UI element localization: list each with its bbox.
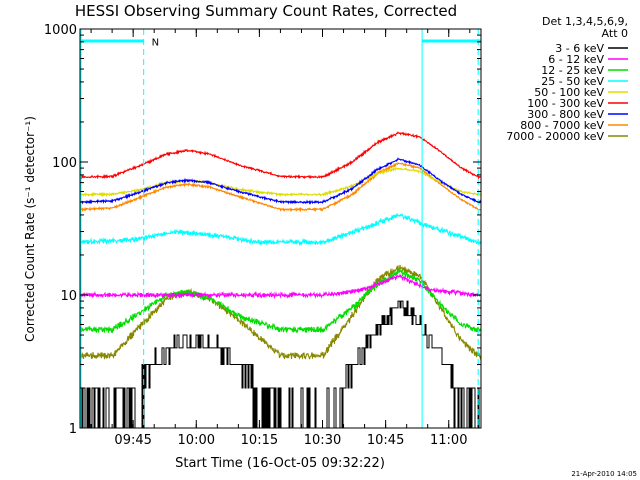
x-tick-label-1015: 10:15 <box>241 433 278 448</box>
legend-header-1: Det 1,3,4,5,6,9, <box>542 15 628 28</box>
plot-area: N <box>80 29 482 429</box>
legend-label-100-300-kev: 100 - 300 keV <box>527 97 604 110</box>
y-axis-label: Corrected Count Rate (s⁻¹ detector⁻¹) <box>23 116 37 342</box>
x-tick-label-1100: 11:00 <box>430 433 467 448</box>
y-tick-label-1000: 1000 <box>44 23 77 38</box>
legend-label-300-800-kev: 300 - 800 keV <box>527 108 604 121</box>
chart-title: HESSI Observing Summary Count Rates, Cor… <box>75 2 457 20</box>
legend-label-25-50-kev: 25 - 50 keV <box>541 75 604 88</box>
series-line-50-100-kev <box>80 166 481 198</box>
series-line-25-50-kev <box>80 213 482 247</box>
legend-label-6-12-kev: 6 - 12 keV <box>548 53 604 66</box>
series-line-7000-20000-kev <box>80 264 482 360</box>
legend-label-12-25-kev: 12 - 25 keV <box>541 64 604 77</box>
legend-label-3-6-kev: 3 - 6 keV <box>555 42 604 55</box>
y-tick-label-1: 1 <box>69 422 77 437</box>
series-line-100-300-kev <box>80 131 481 180</box>
annotation-1: N <box>152 37 159 48</box>
x-tick-label-1045: 10:45 <box>367 433 404 448</box>
x-tick-label-0945: 09:45 <box>114 433 151 448</box>
legend-label-7000-20000-kev: 7000 - 20000 keV <box>506 130 604 143</box>
legend-header-2: Att 0 <box>602 27 628 40</box>
series-line-800-7000-kev <box>80 161 481 213</box>
series-line-6-12-kev <box>80 273 481 300</box>
series-line-300-800-kev <box>80 157 482 205</box>
axes: 09:45 10:00 10:15 10:30 10:45 11:00 1 10 100 1000 <box>44 23 481 448</box>
x-tick-label-1030: 10:30 <box>304 433 341 448</box>
legend-label-800-7000-kev: 800 - 7000 keV <box>520 119 604 132</box>
footer-timestamp: 21-Apr-2010 14:05 <box>571 470 637 478</box>
y-tick-label-10: 10 <box>60 289 77 304</box>
x-axis-label: Start Time (16-Oct-05 09:32:22) <box>175 456 385 471</box>
y-tick-label-100: 100 <box>52 156 77 171</box>
series-line-12-25-kev <box>80 268 482 334</box>
x-tick-label-1000: 10:00 <box>178 433 215 448</box>
legend-label-50-100-kev: 50 - 100 keV <box>534 86 604 99</box>
